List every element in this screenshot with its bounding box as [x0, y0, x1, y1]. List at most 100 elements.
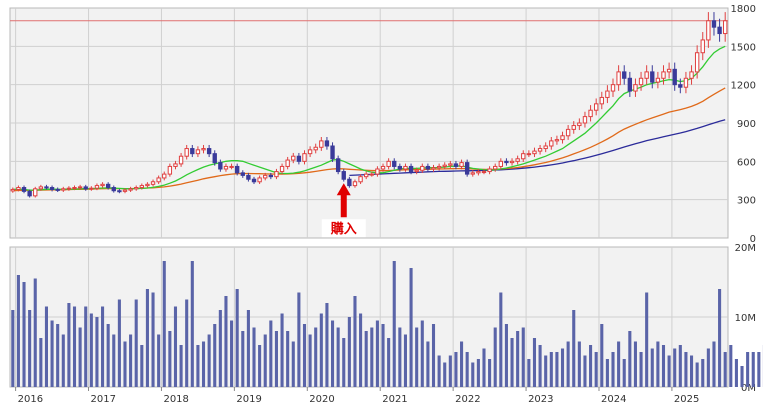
x-tick-label: 2016 [18, 394, 43, 405]
candle-body [453, 163, 459, 167]
volume-bar [499, 292, 503, 387]
candle-body [526, 153, 532, 156]
candlestick [464, 159, 470, 177]
volume-bar [420, 320, 424, 387]
candlestick [240, 170, 245, 178]
volume-y-axis: 0M 10M 20M [735, 243, 756, 394]
candlestick [94, 183, 100, 191]
candlestick [706, 12, 711, 48]
volume-bar [409, 268, 413, 387]
candle-body [672, 68, 677, 86]
candlestick [229, 163, 234, 170]
candle-body [414, 169, 419, 173]
candlestick [134, 185, 139, 191]
volume-bar [555, 352, 559, 387]
candlestick [49, 185, 55, 192]
volume-bar [577, 341, 581, 387]
candlestick [493, 163, 498, 172]
candlestick [571, 121, 576, 134]
volume-bar [11, 310, 15, 387]
candle-body [285, 159, 290, 167]
volume-bar [628, 331, 632, 387]
candle-body [616, 71, 621, 86]
candle-body [464, 162, 470, 175]
volume-bar [101, 306, 105, 387]
volume-bar [527, 359, 531, 387]
candlestick [274, 168, 279, 180]
candlestick [543, 142, 548, 153]
volume-tick-label: 0M [741, 383, 756, 394]
candlestick [21, 185, 27, 194]
volume-bar [516, 331, 520, 387]
candlestick [369, 171, 374, 177]
candle-body [711, 20, 717, 28]
candlestick [599, 91, 604, 110]
candlestick [622, 65, 627, 85]
candle-body [223, 165, 229, 170]
candlestick [285, 156, 290, 170]
candlestick [55, 187, 60, 192]
candle-body [599, 96, 604, 105]
volume-bar [493, 327, 497, 387]
candlestick [83, 184, 88, 191]
volume-bar [112, 334, 116, 387]
volume-bar [286, 331, 290, 387]
candlestick [100, 182, 105, 188]
candlestick [515, 155, 520, 165]
candle-body [347, 178, 352, 187]
candle-body [448, 163, 453, 166]
volume-bar [370, 327, 374, 387]
candlestick [162, 171, 167, 181]
volume-bar [252, 327, 256, 387]
candlestick [723, 12, 728, 42]
volume-bar [269, 320, 273, 387]
volume-bar [336, 327, 340, 387]
candlestick [408, 163, 414, 175]
candle-body [593, 103, 599, 111]
candlestick [352, 179, 358, 188]
volume-bar [297, 292, 301, 387]
candlestick [403, 163, 408, 172]
volume-bar [617, 341, 621, 387]
volume-bar [123, 341, 127, 387]
volume-tick-label: 10M [735, 313, 756, 324]
volume-bar [67, 303, 71, 387]
volume-bar [308, 334, 312, 387]
candlestick [184, 144, 189, 160]
candle-body [420, 165, 425, 171]
candle-body [145, 183, 150, 187]
volume-bar [757, 352, 761, 387]
candlestick [610, 78, 616, 97]
candlestick [537, 144, 543, 155]
candle-body [100, 183, 105, 187]
volume-bar [353, 296, 357, 387]
candle-body [431, 167, 436, 170]
volume-bar [291, 341, 295, 387]
volume-bar [443, 362, 447, 387]
candle-body [476, 171, 481, 174]
candlestick [341, 168, 346, 182]
candle-body [678, 84, 683, 88]
volume-bar [566, 341, 570, 387]
volume-bar [347, 317, 351, 387]
candle-body [498, 160, 504, 167]
candle-body [633, 84, 638, 92]
candle-body [72, 187, 77, 190]
candle-body [341, 171, 346, 180]
candle-body [10, 188, 15, 192]
volume-bar [454, 352, 458, 387]
price-tick-label: 300 [737, 196, 756, 207]
volume-bar [398, 327, 402, 387]
candlestick [206, 144, 212, 158]
candle-body [386, 160, 391, 167]
candle-body [33, 188, 38, 197]
volume-bar [482, 348, 486, 387]
volume-bar [381, 324, 385, 387]
candle-body [49, 187, 55, 190]
volume-bar [151, 292, 155, 387]
candle-body [487, 168, 492, 173]
x-axis: 2016 2017 2018 2019 2020 2021 2022 2023 2024 2025 [15, 387, 699, 405]
volume-bar [89, 313, 93, 387]
volume-bar [330, 320, 335, 387]
candlestick [380, 163, 386, 172]
